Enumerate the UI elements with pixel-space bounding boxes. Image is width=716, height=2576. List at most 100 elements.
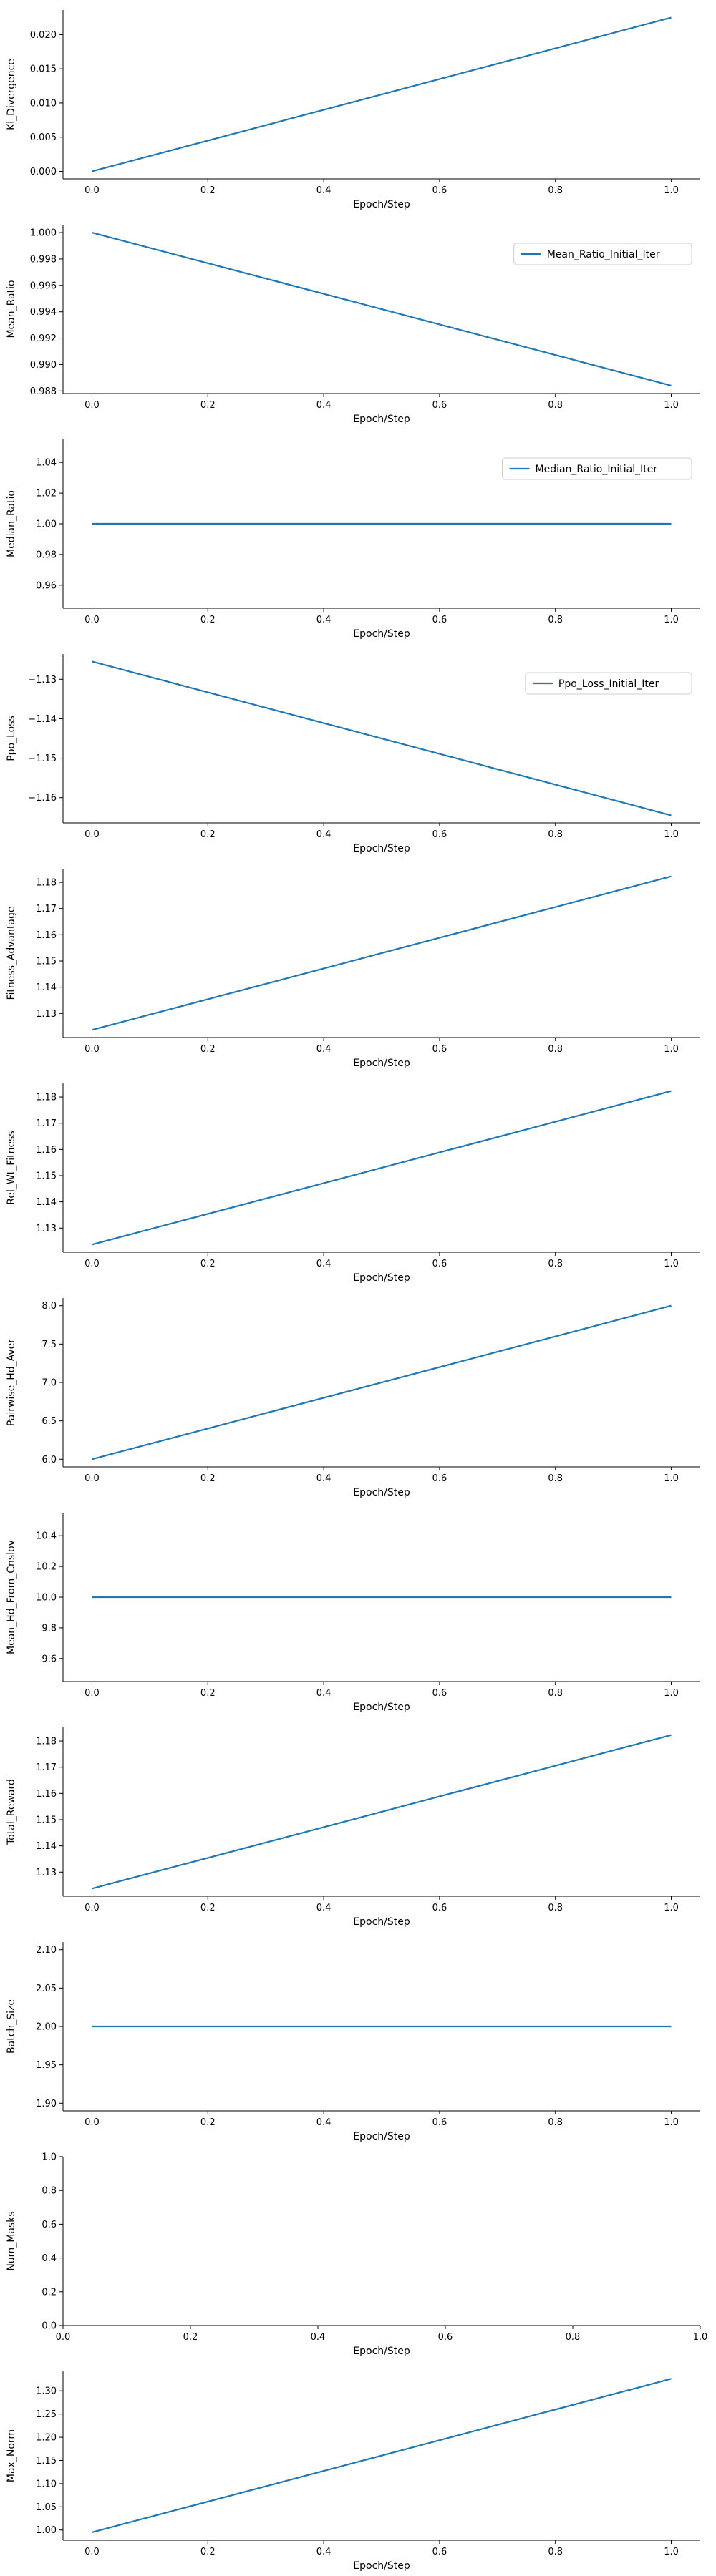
y-tick-label: 0.990 xyxy=(30,360,57,371)
x-axis-label: Epoch/Step xyxy=(353,1272,410,1284)
series-line xyxy=(92,1090,672,1246)
series-line xyxy=(92,1304,672,1460)
legend-label: Mean_Ratio_Initial_Iter xyxy=(547,249,660,260)
x-tick-label: 0.2 xyxy=(200,1044,216,1055)
legend-box xyxy=(525,672,692,695)
y-tick-label: 9.6 xyxy=(42,1654,57,1664)
y-tick-label: 1.25 xyxy=(36,2409,57,2420)
y-tick-label: 6.5 xyxy=(42,1416,57,1427)
x-tick-label: 0.8 xyxy=(548,1259,563,1269)
chart-panel-1: 0.0 0.2 0.4 0.6 0.8 1.0 0.988 0.990 0.992 0.994 0.… xyxy=(6,225,700,425)
x-tick-label: 0.2 xyxy=(200,829,216,840)
x-tick-label: 0.4 xyxy=(316,615,332,625)
x-tick-label: 1.0 xyxy=(664,1259,679,1269)
x-axis-label: Epoch/Step xyxy=(353,414,410,425)
x-tick-label: 0.0 xyxy=(84,615,100,625)
x-axis-label: Epoch/Step xyxy=(353,1487,410,1498)
y-tick-label: 1.20 xyxy=(36,2433,57,2444)
y-tick-label: 1.00 xyxy=(36,519,57,530)
y-tick-label: 8.0 xyxy=(42,1301,57,1312)
x-tick-label: 0.0 xyxy=(84,1903,100,1913)
x-tick-label: 0.4 xyxy=(316,1044,332,1055)
y-tick-label: 0.020 xyxy=(30,30,57,41)
y-axis-label: Ppo_Loss xyxy=(6,716,17,761)
y-tick-label: 1.13 xyxy=(36,1009,57,1020)
x-axis-label: Epoch/Step xyxy=(353,1916,410,1928)
x-tick-label: 0.8 xyxy=(548,2547,563,2557)
x-tick-label: 0.4 xyxy=(316,185,332,196)
y-tick-label: 0.4 xyxy=(42,2253,57,2264)
x-tick-label: 0.6 xyxy=(432,400,448,411)
x-axis-label: Epoch/Step xyxy=(353,199,410,210)
y-tick-label: −1.14 xyxy=(28,714,57,725)
y-tick-label: 2.05 xyxy=(36,1984,57,1994)
x-tick-label: 0.0 xyxy=(84,1688,100,1699)
x-tick-label: 1.0 xyxy=(664,400,679,411)
y-tick-label: −1.15 xyxy=(28,753,57,764)
chart-panel-4: 0.0 0.2 0.4 0.6 0.8 1.0 1.13 1.14 1.15 1.16 1.17 1.… xyxy=(6,869,700,1069)
y-tick-label: 1.04 xyxy=(36,458,57,469)
y-axis-label: Total_Reward xyxy=(6,1779,17,1845)
y-tick-label: 1.15 xyxy=(36,1171,57,1181)
x-tick-label: 0.6 xyxy=(432,1259,448,1269)
x-tick-label: 0.8 xyxy=(548,1688,563,1699)
x-tick-label: 0.8 xyxy=(548,1473,563,1484)
x-axis-label: Epoch/Step xyxy=(353,2560,410,2572)
x-axis-label: Epoch/Step xyxy=(353,2131,410,2142)
y-tick-label: 1.90 xyxy=(36,2099,57,2109)
x-tick-label: 0.8 xyxy=(548,1044,563,1055)
x-tick-label: 1.0 xyxy=(693,2332,708,2343)
series-line xyxy=(92,2378,672,2534)
x-axis-label: Epoch/Step xyxy=(353,2346,410,2357)
y-tick-label: 1.14 xyxy=(36,1197,57,1208)
x-tick-label: 0.6 xyxy=(432,2117,448,2128)
y-tick-label: 1.15 xyxy=(36,956,57,967)
y-tick-label: 0.994 xyxy=(30,307,57,318)
chart-panel-9: 0.0 0.2 0.4 0.6 0.8 1.0 1.90 1.95 2.00 2.05 2.10 Ep… xyxy=(6,1942,700,2142)
y-tick-label: 7.5 xyxy=(42,1340,57,1350)
x-axis-label: Epoch/Step xyxy=(353,1058,410,1069)
y-tick-label: 7.0 xyxy=(42,1378,57,1389)
y-tick-label: 0.998 xyxy=(30,254,57,265)
y-tick-label: 2.00 xyxy=(36,2022,57,2033)
x-tick-label: 0.2 xyxy=(183,2332,198,2343)
y-tick-label: 1.95 xyxy=(36,2060,57,2071)
chart-panel-0: 0.0 0.2 0.4 0.6 0.8 1.0 0.000 0.005 0.010 0.015 0.… xyxy=(6,10,700,210)
y-tick-label: 0.000 xyxy=(30,167,57,177)
x-tick-label: 0.0 xyxy=(56,2332,71,2343)
chart-panel-7: 0.0 0.2 0.4 0.6 0.8 1.0 9.6 9.8 10.0 10.2 10.4 Epoc… xyxy=(6,1513,700,1713)
y-axis-label: Num_Masks xyxy=(6,2211,17,2270)
y-tick-label: 1.10 xyxy=(36,2479,57,2489)
legend-box xyxy=(502,457,692,480)
x-tick-label: 0.2 xyxy=(200,1903,216,1913)
y-axis-label: Rel_Wt_Fitness xyxy=(6,1131,17,1204)
x-tick-label: 0.0 xyxy=(84,1473,100,1484)
series-line xyxy=(92,16,672,172)
y-tick-label: 1.000 xyxy=(30,228,57,239)
legend-label: Ppo_Loss_Initial_Iter xyxy=(558,678,659,690)
chart-panel-2: 0.0 0.2 0.4 0.6 0.8 1.0 0.96 0.98 1.00 1.02 1.04 Ep… xyxy=(6,439,700,640)
series-line xyxy=(92,875,672,1031)
y-tick-label: 10.4 xyxy=(36,1531,57,1542)
y-tick-label: 6.0 xyxy=(42,1455,57,1465)
x-tick-label: 0.4 xyxy=(316,2117,332,2128)
legend-box xyxy=(513,243,692,265)
x-tick-label: 1.0 xyxy=(664,2117,679,2128)
x-axis-label: Epoch/Step xyxy=(353,843,410,854)
y-tick-label: 1.16 xyxy=(36,1145,57,1156)
x-tick-label: 0.4 xyxy=(316,1259,332,1269)
x-tick-label: 0.4 xyxy=(316,1688,332,1699)
y-tick-label: 0.98 xyxy=(36,550,57,560)
legend-label: Median_Ratio_Initial_Iter xyxy=(536,464,658,475)
x-tick-label: 0.0 xyxy=(84,829,100,840)
x-tick-label: 1.0 xyxy=(664,185,679,196)
y-tick-label: 1.17 xyxy=(36,904,57,914)
y-tick-label: −1.16 xyxy=(28,793,57,804)
x-tick-label: 1.0 xyxy=(664,1903,679,1913)
series-line xyxy=(92,1734,672,1890)
series-line xyxy=(92,231,672,387)
x-tick-label: 1.0 xyxy=(664,1688,679,1699)
y-tick-label: 0.010 xyxy=(30,98,57,109)
x-tick-label: 0.4 xyxy=(316,2547,332,2557)
